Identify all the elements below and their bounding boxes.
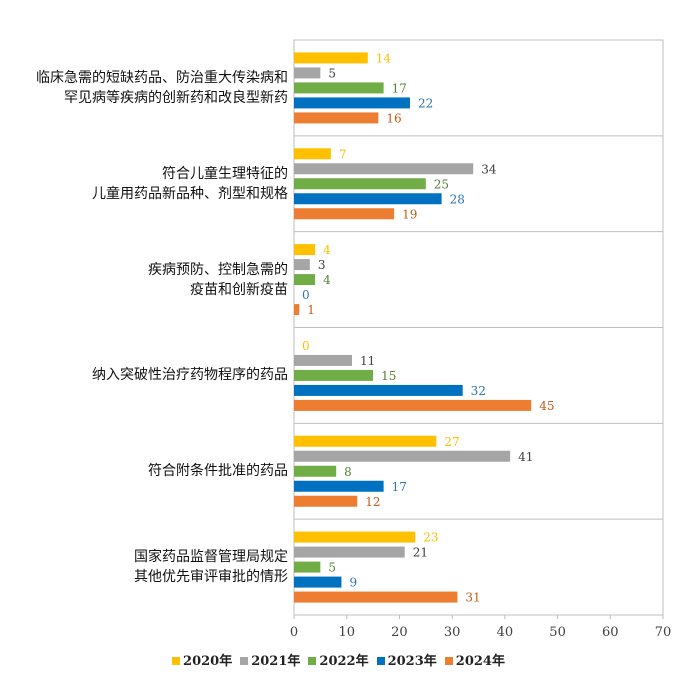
legend-swatch	[376, 656, 385, 665]
x-tick-label: 10	[338, 625, 355, 640]
data-label: 17	[392, 81, 407, 95]
data-label: 23	[423, 531, 438, 545]
data-label: 25	[434, 177, 449, 191]
bar	[294, 304, 300, 316]
data-label: 7	[339, 147, 347, 161]
bar	[294, 148, 331, 160]
legend-swatch	[444, 656, 453, 665]
bar	[294, 193, 442, 205]
bar	[294, 354, 352, 366]
data-label: 32	[471, 384, 486, 398]
x-tick-label: 20	[391, 625, 408, 640]
legend-label: 2024年	[455, 654, 505, 669]
category-label-line: 儿童用药品新品种、剂型和规格	[92, 185, 288, 202]
legend-label: 2023年	[387, 654, 437, 669]
legend-swatch	[172, 656, 181, 665]
data-label: 3	[318, 258, 326, 272]
bar	[294, 561, 321, 573]
category-label-line: 国家药品监督管理局规定	[134, 549, 288, 566]
bar	[294, 67, 321, 79]
category-label-line: 罕见病等疾病的创新药和改良型新药	[64, 89, 288, 106]
category-label: 符合附条件批准的药品	[0, 461, 288, 481]
data-label: 8	[344, 465, 352, 479]
data-label: 31	[465, 591, 480, 605]
bar	[294, 52, 368, 64]
bar	[294, 591, 458, 603]
legend-item: 2022年	[308, 650, 369, 669]
data-label: 15	[381, 369, 396, 383]
bar	[294, 82, 384, 94]
bar	[294, 369, 374, 381]
data-label: 17	[392, 480, 407, 494]
category-label-line: 临床急需的短缺药品、防治重大传染病和	[36, 69, 288, 86]
x-tick-label: 0	[290, 625, 298, 640]
category-label-line: 疫苗和创新疫苗	[190, 281, 288, 298]
legend-item: 2023年	[376, 650, 437, 669]
bar	[294, 208, 395, 220]
category-label: 符合儿童生理特征的儿童用药品新品种、剂型和规格	[0, 164, 288, 204]
x-tick-label: 70	[655, 625, 672, 640]
category-label-line: 符合附条件批准的药品	[148, 463, 288, 480]
bar	[294, 450, 511, 462]
bar	[294, 163, 474, 175]
data-label: 22	[418, 96, 433, 110]
data-label: 11	[360, 354, 375, 368]
data-label: 34	[481, 162, 497, 176]
legend-item: 2020年	[172, 650, 232, 669]
data-label: 45	[539, 399, 554, 413]
legend-label: 2021年	[251, 654, 301, 669]
bar	[294, 274, 316, 286]
bar	[294, 576, 342, 588]
data-label: 9	[349, 576, 357, 590]
category-label-line: 纳入突破性治疗药物程序的药品	[92, 367, 288, 384]
bar	[294, 531, 416, 543]
legend-swatch	[240, 656, 249, 665]
legend-item: 2021年	[240, 650, 300, 669]
category-label: 疾病预防、控制急需的疫苗和创新疫苗	[0, 260, 288, 300]
bar	[294, 495, 358, 507]
data-label: 0	[302, 339, 310, 353]
bar	[294, 244, 316, 256]
category-label-line: 符合儿童生理特征的	[162, 165, 288, 182]
bar	[294, 384, 463, 396]
bar	[294, 546, 405, 558]
x-tick-label: 50	[549, 625, 566, 640]
data-label: 19	[402, 207, 417, 221]
data-label: 28	[450, 192, 465, 206]
category-label-line: 疾病预防、控制急需的	[148, 261, 288, 278]
data-label: 14	[376, 51, 392, 65]
data-label: 5	[328, 561, 336, 575]
category-label-line: 其他优先审评审批的情形	[134, 569, 288, 586]
legend-item: 2024年	[444, 650, 505, 669]
data-label: 4	[323, 273, 331, 287]
data-label: 41	[518, 450, 533, 464]
x-tick-label: 40	[497, 625, 514, 640]
bar	[294, 178, 426, 190]
legend-label: 2020年	[183, 654, 233, 669]
data-label: 16	[386, 111, 401, 125]
bar	[294, 465, 337, 477]
data-label: 27	[444, 435, 459, 449]
bar	[294, 399, 532, 411]
data-label: 21	[413, 546, 428, 560]
legend-label: 2022年	[319, 654, 369, 669]
bar	[294, 480, 384, 492]
data-label: 4	[323, 243, 331, 257]
category-label: 纳入突破性治疗药物程序的药品	[0, 365, 288, 385]
legend-swatch	[308, 656, 317, 665]
bar	[294, 97, 410, 109]
x-tick-label: 30	[444, 625, 461, 640]
data-label: 12	[365, 495, 380, 509]
legend: 2020年 2021年 2022年 2023年 2024年	[0, 650, 677, 669]
bar	[294, 435, 437, 447]
category-label: 临床急需的短缺药品、防治重大传染病和罕见病等疾病的创新药和改良型新药	[0, 68, 288, 108]
data-label: 5	[328, 66, 336, 80]
bar	[294, 112, 379, 124]
x-tick-label: 60	[602, 625, 619, 640]
category-label: 国家药品监督管理局规定 其他优先审评审批的情形	[0, 547, 288, 587]
data-label: 1	[307, 303, 315, 317]
bar	[294, 259, 310, 271]
data-label: 0	[302, 288, 310, 302]
